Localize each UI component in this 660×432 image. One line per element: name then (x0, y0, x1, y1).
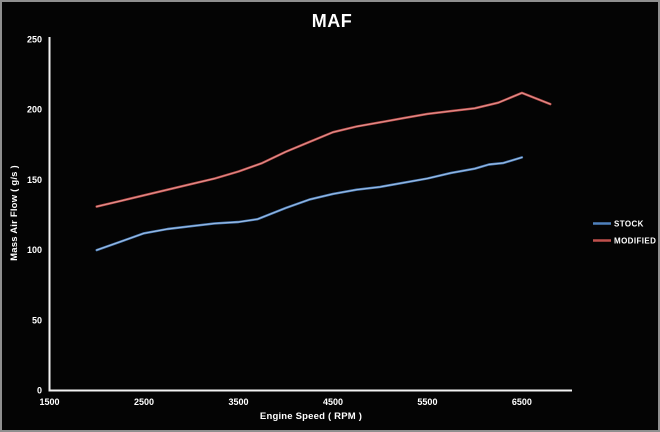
x-tick-label: 4500 (323, 397, 343, 407)
y-axis-tick-labels: 0 50 100 150 200 250 (27, 35, 42, 396)
y-tick-label: 200 (27, 105, 42, 115)
y-tick-label: 0 (37, 386, 42, 396)
x-tick-label: 1500 (39, 397, 59, 407)
x-axis-title: Engine Speed ( RPM ) (260, 411, 362, 422)
chart-legend: STOCK MODIFIED (593, 220, 656, 246)
y-tick-label: 100 (27, 245, 42, 255)
modified-legend-label: MODIFIED (614, 237, 656, 246)
x-tick-label: 3500 (228, 397, 248, 407)
series-modified (95, 91, 552, 208)
modified-line-highlight (96, 92, 551, 208)
stock-legend-label: STOCK (614, 220, 644, 229)
stock-line-highlight (96, 156, 523, 251)
x-tick-label: 5500 (417, 397, 437, 407)
x-axis-tick-labels: 1500 2500 3500 4500 5500 6500 (39, 397, 531, 407)
x-tick-label: 2500 (134, 397, 154, 407)
series-stock (95, 156, 524, 252)
y-tick-label: 150 (27, 175, 42, 185)
y-axis-title: Mass Air Flow ( g/s ) (9, 165, 20, 261)
legend-item-stock: STOCK (593, 220, 644, 229)
x-tick-label: 6500 (512, 397, 532, 407)
y-tick-label: 250 (27, 35, 42, 45)
modified-line (95, 91, 552, 208)
y-tick-label: 50 (32, 315, 42, 325)
chart-title: MAF (312, 11, 353, 31)
legend-item-modified: MODIFIED (593, 237, 656, 246)
